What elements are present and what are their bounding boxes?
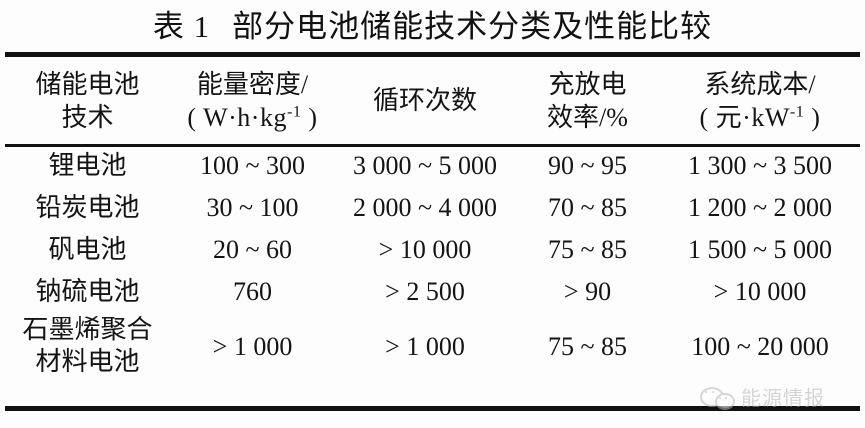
- header-rule: [5, 144, 860, 147]
- cell-system-cost: 1 300 ~ 3 500: [687, 150, 833, 180]
- cell-technology: 矾电池: [48, 234, 127, 264]
- cell-technology-line-1: 石墨烯聚合: [22, 315, 153, 344]
- cell-technology-line-2: 材料电池: [35, 347, 140, 376]
- header-line-1: 循环次数: [372, 86, 477, 115]
- header-line-2: ( 元·kW-1 ): [660, 101, 860, 134]
- column-header-energy-density: 能量密度/ ( W·h·kg-1 ): [170, 57, 335, 144]
- table-row: 铅炭电池 30 ~ 100 2 000 ~ 4 000 70 ~ 85 1 20…: [5, 186, 860, 228]
- unit-close: ): [301, 102, 318, 132]
- unit-exponent: -1: [789, 102, 805, 120]
- cell-technology: 铅炭电池: [35, 192, 140, 222]
- cell-cycle-count: > 1 000: [385, 331, 465, 361]
- cell-efficiency: 70 ~ 85: [547, 192, 628, 222]
- header-line-2: 效率/%: [547, 102, 628, 132]
- column-header-technology: 储能电池 技术: [5, 57, 170, 144]
- table-row: 矾电池 20 ~ 60 > 10 000 75 ~ 85 1 500 ~ 5 0…: [5, 228, 860, 270]
- cell-energy-density: > 1 000: [212, 331, 293, 361]
- bottom-rule: [5, 406, 860, 411]
- header-line-1: 能量密度/: [196, 69, 309, 99]
- cell-technology: 锂电池: [48, 150, 127, 180]
- top-rule: [5, 52, 860, 57]
- column-header-system-cost: 系统成本/ ( 元·kW-1 ): [660, 57, 860, 144]
- header-line-2: 技术: [61, 102, 114, 132]
- table-row: 石墨烯聚合 材料电池 > 1 000 > 1 000 75 ~ 85 100 ~…: [5, 312, 860, 380]
- cell-technology: 石墨烯聚合 材料电池: [5, 312, 170, 380]
- wechat-logo-icon: [700, 385, 735, 410]
- table-row: 钠硫电池 760 > 2 500 > 90 > 10 000: [5, 270, 860, 312]
- cell-cycle-count: 3 000 ~ 5 000: [352, 150, 498, 180]
- cell-system-cost: > 10 000: [713, 276, 807, 306]
- header-line-1: 充放电: [548, 69, 627, 99]
- table-row: 锂电池 100 ~ 300 3 000 ~ 5 000 90 ~ 95 1 30…: [5, 144, 860, 186]
- cell-system-cost: 1 200 ~ 2 000: [687, 192, 833, 222]
- cell-system-cost: 100 ~ 20 000: [691, 331, 829, 361]
- cell-energy-density: 20 ~ 60: [212, 234, 293, 264]
- unit-exponent: -1: [286, 102, 302, 120]
- caption-label: 表 1: [152, 9, 211, 44]
- table-header-row: 储能电池 技术 能量密度/ ( W·h·kg-1 ) 循环次数 充放电 效率/%…: [5, 57, 860, 144]
- cell-efficiency: 75 ~ 85: [547, 331, 628, 361]
- comparison-table: 储能电池 技术 能量密度/ ( W·h·kg-1 ) 循环次数 充放电 效率/%…: [5, 57, 860, 380]
- cell-cycle-count: 2 000 ~ 4 000: [352, 192, 498, 222]
- cell-energy-density: 760: [233, 276, 272, 306]
- cell-efficiency: 75 ~ 85: [547, 234, 628, 264]
- cell-efficiency: 90 ~ 95: [547, 150, 628, 180]
- cell-cycle-count: > 2 500: [385, 276, 465, 306]
- cell-system-cost: 1 500 ~ 5 000: [687, 234, 833, 264]
- header-line-1: 储能电池: [35, 69, 140, 99]
- column-header-cycle-count: 循环次数: [335, 57, 515, 144]
- caption-title: 部分电池储能技术分类及性能比较: [232, 9, 713, 44]
- header-line-2: ( W·h·kg-1 ): [170, 101, 335, 134]
- unit-close: ): [804, 102, 821, 132]
- cell-cycle-count: > 10 000: [378, 234, 472, 264]
- column-header-efficiency: 充放电 效率/%: [515, 57, 660, 144]
- cell-energy-density: 30 ~ 100: [206, 192, 299, 222]
- cell-energy-density: 100 ~ 300: [199, 150, 306, 180]
- table-caption: 表 1 部分电池储能技术分类及性能比较: [0, 8, 865, 46]
- unit-base: ( 元·kW: [699, 102, 790, 132]
- cell-technology: 钠硫电池: [35, 276, 140, 306]
- header-line-1: 系统成本/: [704, 69, 816, 99]
- unit-base: ( W·h·kg: [187, 102, 287, 132]
- cell-efficiency: > 90: [563, 276, 612, 306]
